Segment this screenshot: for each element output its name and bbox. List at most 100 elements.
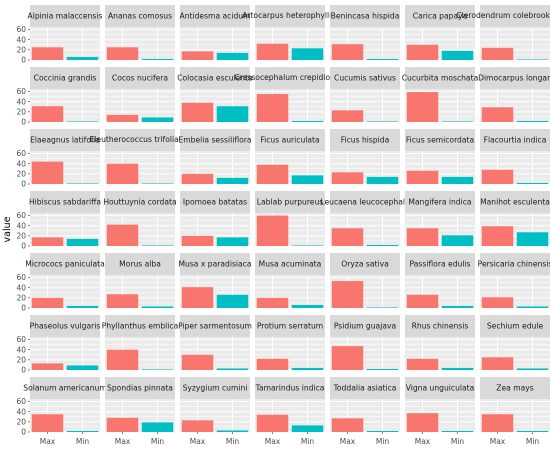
facet-strip bbox=[180, 191, 250, 213]
facet-title: Ipomoea batatas bbox=[183, 198, 247, 207]
bar-max bbox=[31, 106, 64, 122]
facet-panel: Zea mays Max Min bbox=[480, 377, 550, 446]
bar-max bbox=[31, 414, 64, 432]
facet-title: Elaeagnus latifolia bbox=[30, 136, 100, 145]
bar-min bbox=[216, 52, 249, 60]
y-tick-label: 20 bbox=[16, 293, 26, 302]
facet-strip bbox=[180, 377, 250, 399]
bar-max bbox=[256, 164, 289, 184]
facet-title: Embelia sessiliflora bbox=[178, 136, 251, 145]
bar-min bbox=[216, 177, 249, 184]
bar-max bbox=[256, 215, 289, 246]
facet-strip bbox=[30, 253, 100, 275]
facet-panel: Eleutherococcus trifoliatus bbox=[90, 129, 191, 185]
x-tick-label: Max bbox=[265, 437, 281, 446]
bar-max bbox=[256, 297, 289, 308]
facet-strip bbox=[405, 129, 475, 151]
bar-min bbox=[291, 120, 324, 122]
facet-title: Toddalia asiatica bbox=[333, 384, 397, 393]
facet-title: Ficus auriculata bbox=[260, 136, 319, 145]
bar-max bbox=[481, 226, 514, 246]
facet-title: Alpinia malaccensis bbox=[28, 12, 103, 21]
bar-min bbox=[141, 117, 174, 122]
facet-strip bbox=[255, 67, 325, 89]
facet-title: Zea mays bbox=[496, 384, 533, 393]
y-tick-label: 0 bbox=[21, 180, 26, 189]
y-tick-label: 20 bbox=[16, 107, 26, 116]
bar-min bbox=[366, 121, 399, 122]
facet-title: Musa acuminata bbox=[259, 260, 322, 269]
facet-title: Houttuynia cordata bbox=[103, 198, 176, 207]
facet-title: Solanum americanum bbox=[23, 384, 106, 393]
facet-panel: Oryza sativa bbox=[330, 253, 400, 309]
facet-panel: Syzygium cumini Max Min bbox=[180, 377, 250, 446]
bar-min bbox=[291, 304, 324, 308]
facet-strip bbox=[480, 315, 550, 337]
bar-min bbox=[141, 183, 174, 184]
bar-min bbox=[441, 50, 474, 60]
facet-title: Benincasa hispida bbox=[331, 12, 400, 21]
facet-panel: Cucurbita moschata bbox=[402, 67, 478, 123]
facet-strip bbox=[105, 253, 175, 275]
y-tick-label: 60 bbox=[16, 273, 26, 282]
bar-max bbox=[256, 358, 289, 370]
x-tick-label: Min bbox=[526, 437, 540, 446]
facet-strip bbox=[30, 67, 100, 89]
facet-panel: Benincasa hispida bbox=[330, 5, 400, 61]
x-tick-label: Min bbox=[451, 437, 465, 446]
bar-min bbox=[216, 237, 249, 246]
bar-max bbox=[331, 172, 364, 184]
bar-min bbox=[441, 305, 474, 308]
facet-strip bbox=[255, 377, 325, 399]
bar-max bbox=[256, 43, 289, 60]
facet-title: Flacourtia indica bbox=[484, 136, 547, 145]
x-tick-label: Max bbox=[115, 437, 131, 446]
facet-strip bbox=[180, 253, 250, 275]
facet-strip bbox=[255, 253, 325, 275]
facet-panel: Artocarpus heterophyllus bbox=[242, 5, 338, 61]
facet-panel: Rhus chinensis bbox=[405, 315, 475, 371]
facet-panel: Passiflora edulis bbox=[405, 253, 475, 309]
facet-title: Micrococs paniculata bbox=[25, 260, 105, 269]
facet-strip bbox=[330, 377, 400, 399]
facet-strip bbox=[405, 67, 475, 89]
facet-strip bbox=[255, 5, 325, 27]
bar-min bbox=[141, 306, 174, 308]
facet-strip bbox=[105, 315, 175, 337]
bar-max bbox=[181, 173, 214, 184]
y-tick-label: 0 bbox=[21, 304, 26, 313]
facet-panel: Mangifera indica bbox=[405, 191, 475, 247]
facet-title: Carica papaya bbox=[413, 12, 468, 21]
facet-title: Mangifera indica bbox=[408, 198, 471, 207]
facet-panel: Cocos nucifera bbox=[105, 67, 175, 123]
facet-title: Piper sarmentosum bbox=[178, 322, 252, 331]
facet-panel: Ficus auriculata bbox=[255, 129, 325, 185]
y-tick-label: 40 bbox=[16, 283, 26, 292]
facet-title: Coccinia grandis bbox=[34, 74, 97, 83]
facet-title: Phyllanthus emblica bbox=[102, 322, 178, 331]
bar-max bbox=[331, 418, 364, 432]
bar-min bbox=[66, 365, 99, 370]
bar-max bbox=[106, 417, 139, 432]
facet-panel: Ipomoea batatas bbox=[180, 191, 250, 247]
facet-title: Lablab purpureus bbox=[257, 198, 324, 207]
bar-min bbox=[516, 232, 549, 246]
y-tick-label: 0 bbox=[21, 56, 26, 65]
bar-min bbox=[441, 176, 474, 184]
bar-min bbox=[291, 48, 324, 60]
bar-max bbox=[256, 94, 289, 122]
facet-title: Manihot esculenta bbox=[480, 198, 550, 207]
facet-panel: Ananas comosus bbox=[105, 5, 175, 61]
facet-strip bbox=[330, 191, 400, 213]
bar-min bbox=[141, 58, 174, 60]
facet-title: Cucumis sativus bbox=[334, 74, 396, 83]
facet-title: Ficus semicordata bbox=[406, 136, 474, 145]
bar-max bbox=[181, 235, 214, 246]
y-tick-label: 40 bbox=[16, 159, 26, 168]
facet-title: Clerodendrum colebrookianum bbox=[456, 11, 550, 20]
facet-panel: Persicaria chinensis bbox=[478, 253, 550, 309]
bar-min bbox=[366, 368, 399, 370]
bar-max bbox=[481, 169, 514, 184]
facet-strip bbox=[180, 5, 250, 27]
facet-panel: Houttuynia cordata bbox=[103, 191, 177, 247]
